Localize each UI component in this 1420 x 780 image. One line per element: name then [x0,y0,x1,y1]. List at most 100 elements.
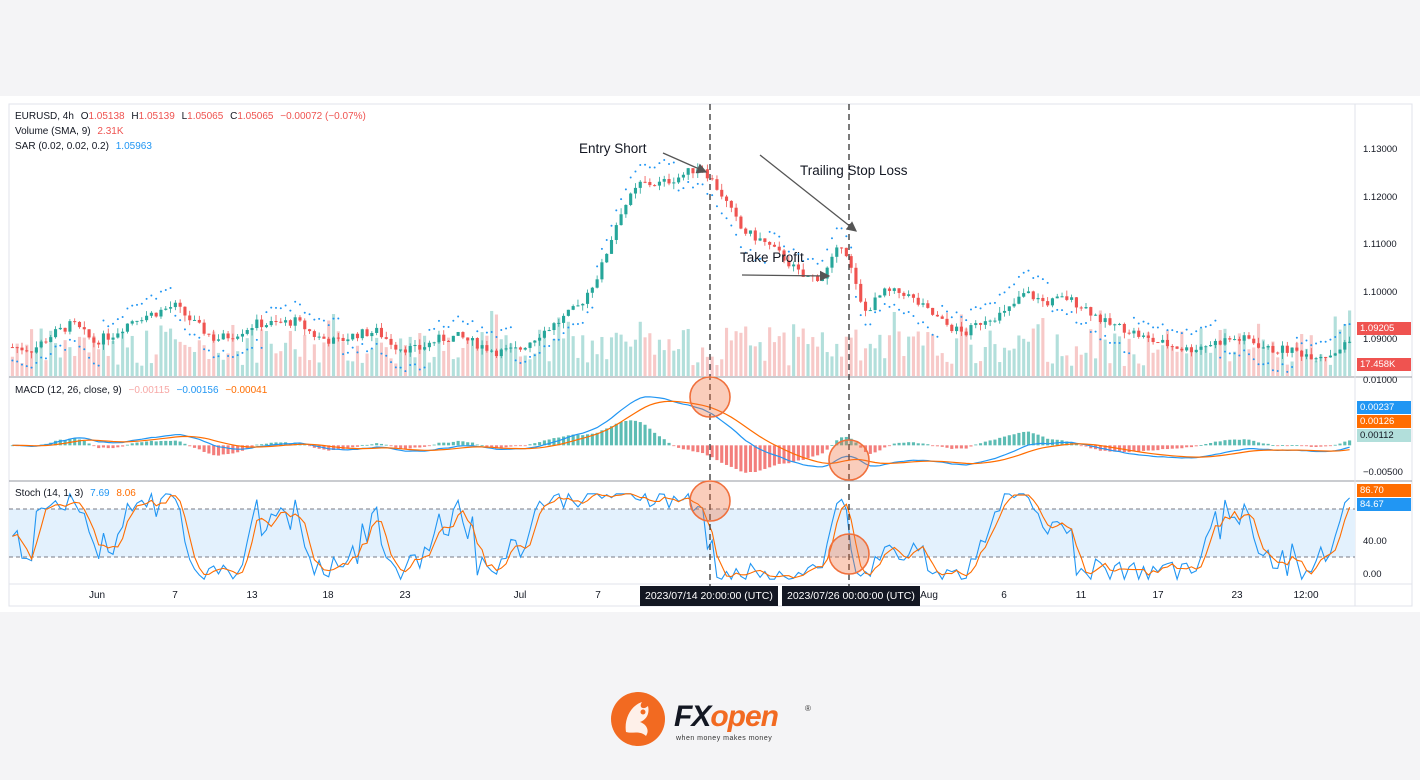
candle-body [370,332,374,337]
volume-bar [1146,332,1150,376]
volume-bar [849,337,853,376]
sar-dot [49,353,52,356]
volume-bar [1117,336,1122,376]
macd-tag-1-bg [1357,401,1411,414]
candle-body [192,319,197,321]
candle-body [681,174,685,178]
volume-bar [691,365,695,376]
macd-hist-bar [1165,445,1170,450]
candle-body [1127,332,1131,334]
volume-bar [1280,345,1285,376]
volume-bar [245,338,249,376]
volume-bar [1031,328,1035,376]
volume-bar [1156,349,1160,376]
sar-dot [11,359,14,362]
volume-bar [456,357,460,376]
candle-body [188,315,192,321]
candle-body [1012,303,1016,307]
sar-dot [1319,340,1322,343]
macd-hist-bar [873,445,877,453]
candle-body [538,337,542,341]
macd-hist-bar [600,430,604,446]
candle-body [892,288,896,291]
candle-body [993,320,997,322]
sar-dot [984,303,987,306]
candle-body [442,334,446,341]
candle-body [73,321,77,323]
macd-hist-bar [1309,445,1313,447]
candle-body [557,322,561,324]
x-tick: Jul [513,590,527,601]
candle-body [1036,297,1040,300]
candle-body [907,294,911,296]
sar-dot [275,306,278,309]
macd-hist-bar [82,440,86,446]
volume-bar [360,362,364,376]
sar-dot [313,318,316,321]
sar-dot [1233,352,1236,355]
sar-dot [629,176,632,179]
sar-dot [878,309,881,312]
macd-hist-bar [753,445,757,473]
volume-bar [303,335,307,376]
volume-bar [437,336,441,376]
candle-body [677,177,681,183]
volume-bar [681,330,685,376]
brand-name-text: open [710,700,779,733]
volume-bar [1175,351,1179,376]
sar-dot [792,248,795,251]
volume-bar [935,355,939,376]
volume-bar [240,364,245,376]
volume-bar [653,354,657,376]
macd-hist-bar [1036,434,1040,446]
sar-dot [960,315,963,318]
macd-hist-bar [480,445,484,447]
volume-bar [590,340,594,376]
sar-dot [1334,335,1337,338]
volume-bar [451,359,455,376]
macd-tag: 0.00237 [1360,402,1395,413]
chart-canvas[interactable] [0,96,1420,612]
candle-body [145,315,149,321]
sar-dot [1295,336,1298,339]
candle-body [595,279,599,288]
sar-dot [893,303,896,306]
stoch-tick: 40.00 [1363,536,1387,547]
sar-dot [965,319,968,322]
sar-dot [548,345,551,348]
sar-dot [979,307,982,310]
sar-dot [725,217,728,220]
candle-body [1002,310,1007,313]
volume-bar [504,335,508,376]
volume-bar [892,311,896,376]
candle-body [1209,345,1213,347]
sar-dot [265,311,268,314]
stoch-tag-2-bg [1357,498,1411,511]
volume-bar [715,364,719,376]
macd-hist-bar [911,442,916,446]
sar-dot [1056,308,1059,311]
volume-bar [705,356,709,376]
volume-bar [859,360,863,376]
candle-body [475,338,479,349]
candle-body [1007,306,1011,311]
volume-tag-bg [1357,358,1411,371]
macd-hist-bar [1199,445,1203,446]
volume-bar [792,324,796,376]
volume-bar [1256,323,1261,376]
sar-dot [1252,358,1255,361]
candle-body [883,288,887,296]
sar-dot [466,322,469,325]
volume-bar [418,333,422,376]
volume-bar [331,314,336,376]
sar-dot [514,359,517,362]
volume-bars [10,310,1352,376]
volume-bar [317,362,321,376]
sar-dot [136,303,139,306]
macd-hist-bar [691,445,695,452]
volume-bar [1218,330,1222,376]
candle-body [466,337,470,341]
candle-body [1161,339,1165,343]
volume-bar [787,365,791,376]
price-tag: 1.09205 [1360,323,1395,334]
